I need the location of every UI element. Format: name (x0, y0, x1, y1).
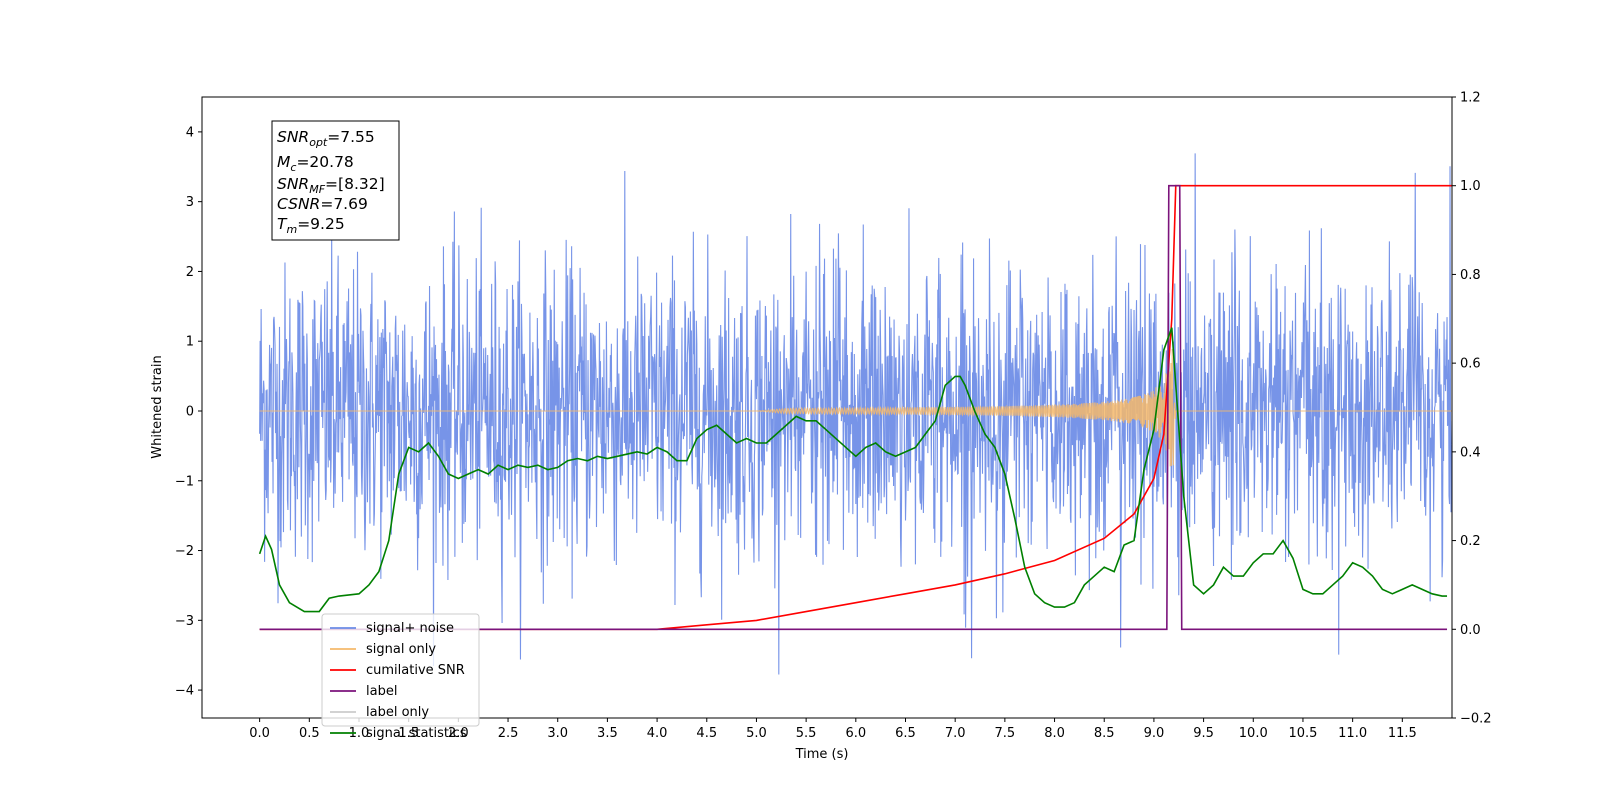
x-tick-label: 0.0 (249, 726, 270, 741)
info-mc: Mc=20.78 (277, 153, 354, 174)
plot-frame (201, 96, 1453, 719)
x-tick-label: 2.5 (498, 726, 519, 741)
legend-label: signal only (366, 642, 436, 657)
x-tick-label: 4.5 (696, 726, 717, 741)
x-tick-label: 1.5 (398, 726, 419, 741)
x-tick-label: 3.5 (597, 726, 618, 741)
x-tick-label: 7.0 (945, 726, 966, 741)
x-tick-label: 10.5 (1288, 726, 1317, 741)
y-tick-label: −1 (175, 474, 194, 489)
x-tick-label: 5.0 (746, 726, 767, 741)
x-tick-label: 0.5 (299, 726, 320, 741)
info-snr-opt: SNRopt=7.55 (277, 128, 375, 149)
x-tick-label: 9.0 (1144, 726, 1165, 741)
y2-tick-label: 0.6 (1460, 357, 1481, 372)
legend-label: label only (366, 705, 429, 720)
x-tick-label: 9.5 (1193, 726, 1214, 741)
x-axis: 0.0 0.5 1.0 1.5 2.0 2.5 3.0 3.5 4.0 4.5 5.0 5.5 6.0 6… (249, 718, 1417, 741)
series-signal-only (259, 349, 1452, 467)
y2-tick-label: 0.0 (1460, 623, 1481, 638)
x-tick-label: 6.5 (895, 726, 916, 741)
x-tick-label: 3.0 (547, 726, 568, 741)
series-label (259, 184, 1448, 631)
legend-label: signal statistics (366, 726, 467, 741)
y-tick-label: 4 (186, 125, 194, 140)
y2-tick-label: 0.4 (1460, 445, 1481, 460)
y2-tick-label: 1.0 (1460, 179, 1481, 194)
y-tick-label: 3 (186, 195, 194, 210)
x-tick-label: 6.0 (845, 726, 866, 741)
y-tick-label: 1 (186, 335, 194, 350)
series-signal-statistics (258, 327, 1448, 613)
x-tick-label: 1.0 (349, 726, 370, 741)
x-tick-label: 8.0 (1044, 726, 1065, 741)
x-tick-label: 2.0 (448, 726, 469, 741)
x-axis-label: Time (s) (795, 747, 849, 762)
legend-label: signal+ noise (366, 621, 454, 636)
info-csnr: CSNR=7.69 (277, 195, 368, 213)
legend-label: cumilative SNR (366, 663, 465, 678)
y2-tick-label: 0.2 (1460, 534, 1481, 549)
x-tick-label: 11.5 (1388, 726, 1417, 741)
y2-tick-label: 0.8 (1460, 268, 1481, 283)
series-signal-noise (259, 153, 1452, 675)
x-tick-label: 8.5 (1094, 726, 1115, 741)
legend: signal+ noise signal only cumilative SNR la… (321, 613, 480, 741)
info-tm: Tm=9.25 (277, 215, 345, 236)
x-tick-label: 5.5 (796, 726, 817, 741)
y-tick-label: 0 (186, 404, 194, 419)
x-tick-label: 10.0 (1239, 726, 1268, 741)
y-axis-label: Whitened strain (150, 355, 165, 458)
y-tick-label: −2 (175, 544, 194, 559)
series-cumulative-snr (259, 184, 1452, 631)
y-tick-label: −4 (175, 684, 194, 699)
y-axis-right: 1.2 1.0 0.8 0.6 0.4 0.2 0.0 −0.2 (1452, 91, 1492, 727)
legend-label: label (366, 684, 397, 699)
y2-tick-label: −0.2 (1460, 712, 1492, 727)
y-tick-label: −3 (175, 614, 194, 629)
x-tick-label: 11.0 (1338, 726, 1367, 741)
x-tick-label: 4.0 (647, 726, 668, 741)
x-tick-label: 7.5 (995, 726, 1016, 741)
y-tick-label: 2 (186, 265, 194, 280)
info-box: SNRopt=7.55 Mc=20.78 SNRMF=[8.32] CSNR=7… (271, 120, 400, 241)
y2-tick-label: 1.2 (1460, 91, 1481, 106)
info-snr-mf: SNRMF=[8.32] (277, 175, 385, 196)
y-axis-left: 4 3 2 1 0 −1 −2 −3 −4 (175, 125, 202, 699)
